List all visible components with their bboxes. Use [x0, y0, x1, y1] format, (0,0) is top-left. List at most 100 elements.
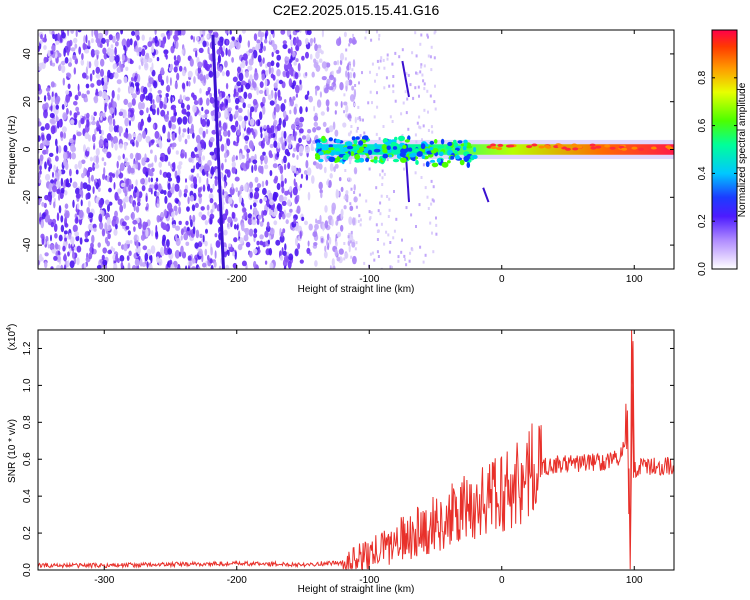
noise-blob [55, 155, 59, 162]
noise-blob [209, 198, 214, 204]
noise-blob [68, 62, 72, 67]
noise-blob [288, 143, 292, 149]
noise-blob [53, 255, 58, 261]
noise-blob [306, 134, 311, 142]
noise-blob [95, 155, 100, 165]
noise-blob [129, 59, 134, 65]
noise-blob [112, 173, 115, 178]
noise-blob [273, 178, 278, 184]
noise-blob [136, 240, 139, 249]
noise-blob [235, 105, 239, 110]
noise-blob [210, 166, 215, 175]
noise-speck [383, 86, 386, 90]
noise-blob [75, 30, 78, 38]
noise-blob [72, 224, 78, 233]
noise-blob [306, 30, 312, 36]
noise-blob [95, 182, 100, 190]
noise-speck [343, 242, 346, 245]
noise-blob [84, 238, 89, 243]
noise-blob [56, 264, 61, 269]
noise-blob [117, 155, 122, 161]
noise-blob [203, 114, 208, 119]
noise-blob [223, 174, 227, 183]
noise-blob [241, 59, 246, 69]
noise-blob [83, 35, 86, 44]
signal-blob [463, 155, 470, 162]
noise-speck [392, 84, 395, 88]
noise-blob [122, 153, 125, 160]
noise-blob [65, 94, 70, 103]
noise-blob [249, 181, 253, 189]
noise-blob [270, 67, 274, 74]
noise-blob [236, 224, 239, 231]
noise-blob [189, 128, 195, 134]
noise-blob [72, 134, 76, 141]
noise-blob [56, 172, 60, 182]
noise-blob [118, 126, 123, 134]
noise-blob [281, 200, 287, 206]
noise-blob [116, 66, 122, 73]
noise-speck [431, 130, 434, 134]
noise-blob [67, 30, 70, 37]
noise-blob [199, 97, 203, 106]
noise-blob [135, 152, 140, 161]
noise-blob [191, 92, 195, 98]
noise-blob [295, 45, 299, 51]
noise-blob [73, 37, 78, 44]
noise-blob [225, 264, 230, 269]
noise-blob [140, 234, 146, 241]
noise-blob [98, 90, 103, 97]
noise-blob [80, 199, 83, 207]
noise-blob [287, 260, 292, 269]
noise-blob [74, 231, 79, 237]
noise-blob [297, 194, 300, 201]
noise-blob [224, 182, 226, 189]
noise-blob [233, 93, 236, 98]
noise-blob [41, 212, 46, 220]
signal-peak [572, 147, 579, 151]
noise-blob [156, 215, 161, 223]
spectrogram-image [38, 30, 674, 269]
noise-blob [107, 233, 111, 240]
noise-speck [355, 129, 358, 133]
noise-speck [431, 198, 434, 202]
noise-blob [189, 58, 194, 67]
signal-blob [328, 137, 333, 142]
noise-speck [386, 158, 389, 162]
signal-blob [429, 140, 435, 145]
noise-blob [136, 35, 140, 41]
noise-blob [88, 61, 92, 69]
noise-blob [187, 70, 193, 78]
noise-blob [276, 182, 281, 191]
noise-blob [241, 260, 247, 267]
noise-blob [325, 62, 331, 68]
noise-blob [229, 41, 235, 48]
noise-blob [108, 124, 114, 133]
signal-blob [338, 154, 344, 158]
noise-blob [186, 104, 191, 111]
noise-speck [378, 37, 380, 41]
noise-blob [95, 148, 100, 156]
noise-blob [263, 155, 268, 165]
noise-blob [273, 140, 278, 148]
noise-blob [197, 61, 203, 69]
noise-speck [371, 251, 374, 255]
noise-blob [95, 66, 101, 74]
noise-speck [380, 222, 383, 226]
noise-blob [335, 220, 339, 226]
noise-blob [209, 97, 215, 104]
noise-blob [279, 165, 284, 175]
noise-blob [139, 109, 144, 116]
noise-blob [129, 120, 131, 127]
noise-blob [303, 170, 308, 175]
noise-speck [433, 31, 436, 35]
noise-blob [269, 199, 275, 206]
noise-speck [382, 58, 385, 62]
noise-blob [247, 65, 253, 71]
signal-blob [436, 158, 442, 163]
colorbar: 0.00.20.40.60.8 Normalized spectral ampl… [697, 29, 748, 276]
noise-blob [164, 242, 166, 252]
noise-blob [243, 91, 248, 100]
noise-blob [267, 127, 273, 134]
noise-speck [376, 30, 378, 34]
